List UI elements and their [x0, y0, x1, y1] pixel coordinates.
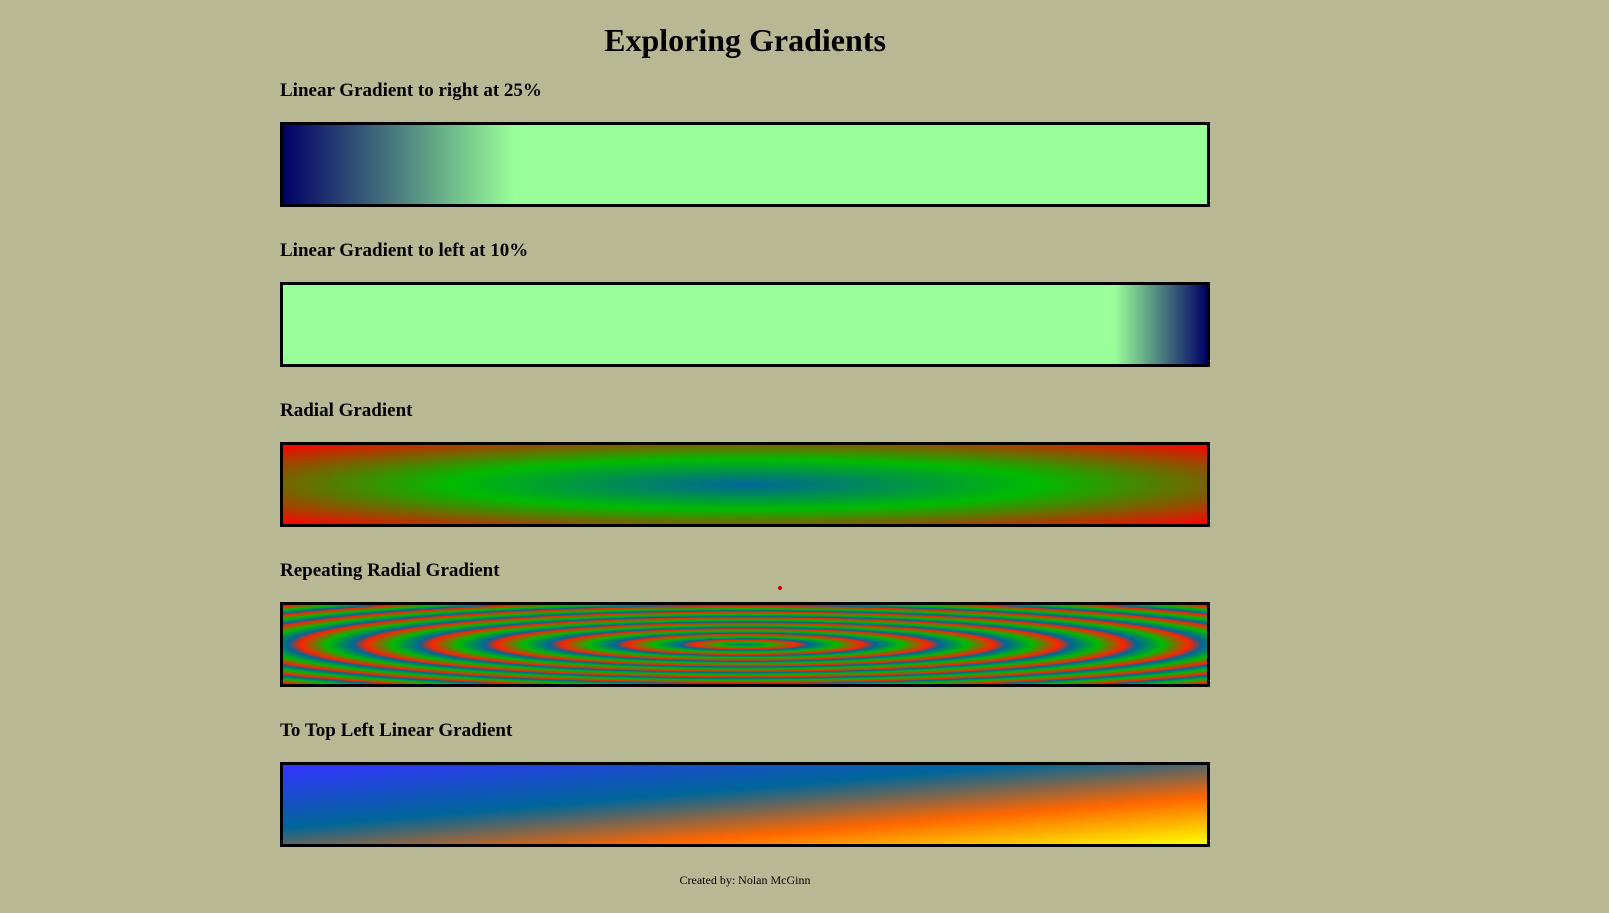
linear-gradient-left-swatch: [280, 282, 1210, 367]
repeating-radial-gradient-swatch: [280, 602, 1210, 687]
section-heading-repeating-radial: Repeating Radial Gradient: [280, 560, 500, 581]
top-left-linear-gradient-swatch: [280, 762, 1210, 847]
page-title: Exploring Gradients: [604, 22, 886, 58]
section-heading-top-left: To Top Left Linear Gradient: [280, 720, 513, 741]
cursor-dot: [778, 586, 782, 590]
section-heading-linear-left: Linear Gradient to left at 10%: [280, 240, 529, 261]
radial-gradient-swatch: [280, 442, 1210, 527]
section-heading-radial: Radial Gradient: [280, 400, 413, 421]
main-content: Exploring Gradients Linear Gradient to r…: [280, 0, 1210, 847]
linear-gradient-right-swatch: [280, 122, 1210, 207]
footer-credit: Created by: Nolan McGinn: [679, 873, 811, 887]
section-heading-linear-right: Linear Gradient to right at 25%: [280, 80, 542, 101]
